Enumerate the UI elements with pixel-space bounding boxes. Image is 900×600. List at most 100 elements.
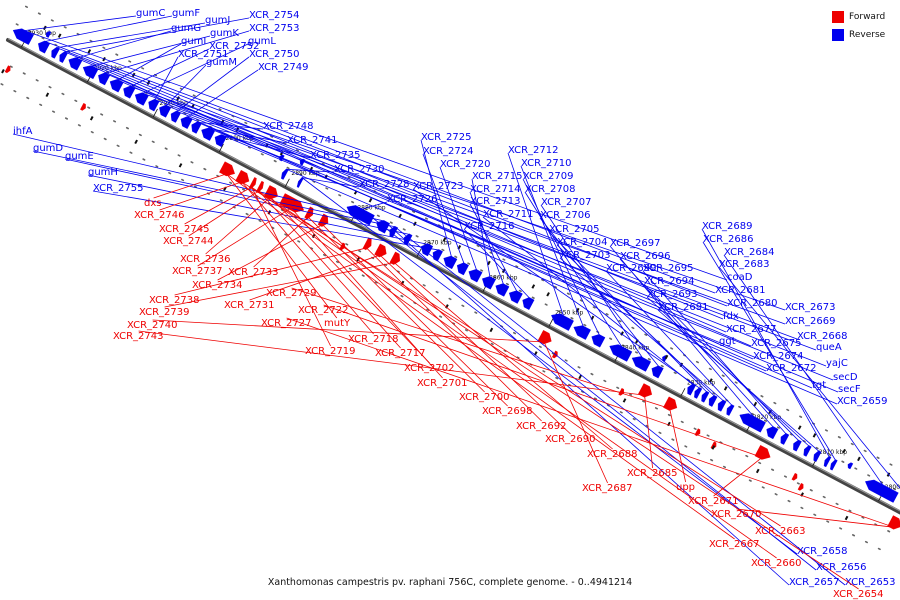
gene-label: queA: [816, 342, 842, 353]
reverse-gene-arrow: [201, 127, 216, 141]
gene-label: XCR_2657: [789, 577, 840, 588]
gene-leader-line: [251, 186, 777, 559]
reverse-gene-arrow: [180, 116, 193, 129]
gene-label: XCR_2735: [310, 150, 361, 161]
gene-leader-line: [105, 30, 250, 74]
kbp-label: 2920 kbp: [94, 65, 122, 72]
gene-leader-line: [117, 43, 182, 81]
track-marker: [679, 362, 684, 368]
reverse-gene-arrow: [793, 439, 802, 452]
reverse-gene-arrow: [281, 168, 289, 180]
gene-label: ihfA: [13, 126, 33, 137]
reverse-gene-arrow: [134, 92, 149, 106]
kbp-tick: [218, 143, 224, 153]
kbp-label: 2800 kbp: [885, 484, 900, 491]
gene-leader-line: [251, 186, 331, 347]
gene-leader-line: [138, 330, 645, 396]
track-marker: [664, 354, 669, 360]
gene-label: coaD: [727, 272, 753, 283]
gene-label: XCR_2710: [521, 158, 572, 169]
reverse-gene-arrow: [148, 98, 160, 112]
gene-label: XCR_2659: [837, 396, 888, 407]
gene-leader-line: [92, 190, 439, 251]
gene-label: XCR_2727: [261, 318, 312, 329]
track-marker: [442, 237, 447, 242]
reverse-gene-arrow: [591, 334, 606, 348]
track-marker: [578, 374, 582, 380]
gene-label: ggt: [719, 336, 736, 347]
gene-label: XCR_2754: [249, 10, 300, 21]
gene-leader-line: [701, 228, 830, 457]
kbp-label: 2850 kbp: [555, 309, 583, 316]
gene-label: XCR_2752: [209, 41, 260, 52]
gene-leader-line: [64, 51, 724, 320]
gene-label: gumD: [33, 143, 63, 154]
gene-leader-line: [221, 134, 839, 393]
gene-leader-line: [176, 110, 827, 367]
forward-gene-arrow: [537, 330, 552, 345]
gene-label: XCR_2719: [305, 346, 356, 357]
gene-label: XCR_2698: [482, 406, 533, 417]
track-marker: [844, 515, 849, 521]
reverse-gene-arrow: [823, 455, 832, 468]
reverse-gene-arrow: [82, 65, 99, 80]
legend: Forward Reverse: [832, 8, 892, 44]
track-marker: [89, 116, 94, 121]
gene-leader-line: [290, 207, 443, 379]
forward-gene-arrow: [374, 243, 387, 258]
gene-label: XCR_2706: [540, 210, 591, 221]
gene-label: XCR_2663: [755, 526, 806, 537]
gene-label: gumC: [136, 8, 165, 19]
gene-label: XCR_2688: [587, 449, 638, 460]
gene-label: XCR_2713: [470, 196, 521, 207]
gene-label: XCR_2723: [413, 181, 464, 192]
gene-label: XCR_2700: [459, 392, 510, 403]
reverse-gene-arrow: [739, 413, 766, 433]
gene-label: XCR_2733: [228, 267, 279, 278]
gene-label: XCR_2718: [348, 334, 399, 345]
gene-leader-line: [559, 257, 724, 401]
gene-label: XCR_2681: [715, 285, 766, 296]
forward-gene-arrow: [248, 177, 257, 190]
gene-leader-line: [45, 15, 173, 42]
gene-label: XCR_2736: [180, 254, 231, 265]
gene-label: yajC: [826, 358, 848, 369]
gene-leader-line: [226, 173, 338, 319]
gene-leader-line: [226, 173, 735, 540]
reverse-gene-arrow: [432, 249, 443, 262]
reverse-gene-arrow: [508, 290, 523, 304]
gene-leader-line: [301, 177, 798, 555]
reverse-gene-arrow: [708, 395, 718, 407]
track-marker: [753, 401, 758, 407]
reverse-gene-arrow: [468, 269, 483, 283]
gene-leader-line: [188, 190, 260, 237]
gene-label: XCR_2750: [249, 49, 300, 60]
track-marker: [45, 92, 50, 98]
legend-forward-label: Forward: [849, 12, 886, 22]
gene-label: XCR_2673: [785, 302, 836, 313]
reverse-gene-arrow: [109, 79, 124, 93]
legend-reverse-label: Reverse: [849, 30, 886, 40]
gene-leader-line: [197, 121, 813, 389]
forward-gene-arrow: [694, 428, 701, 437]
track-marker: [309, 166, 314, 172]
track-marker: [57, 33, 62, 38]
gene-label: XCR_2741: [287, 135, 338, 146]
reverse-gene-arrow: [170, 110, 182, 123]
gene-leader-line: [322, 224, 508, 407]
kbp-label: 2890 kbp: [291, 170, 319, 177]
gene-label: XCR_2748: [263, 121, 314, 132]
gene-label: XCR_2755: [93, 183, 144, 194]
gene-label: gumE: [65, 151, 94, 162]
gene-label: gumH: [88, 167, 118, 178]
gene-label: XCR_2694: [644, 276, 695, 287]
gene-label: XCR_2680: [727, 298, 778, 309]
track-marker: [178, 163, 183, 168]
gene-label: XCR_2668: [797, 331, 848, 342]
gene-label: gumI: [181, 36, 206, 47]
gene-label: gumM: [206, 57, 237, 68]
reverse-gene-arrow: [830, 459, 838, 471]
gene-label: secD: [833, 372, 858, 383]
reverse-gene-arrow: [51, 46, 60, 59]
gene-leader-line: [209, 128, 834, 381]
